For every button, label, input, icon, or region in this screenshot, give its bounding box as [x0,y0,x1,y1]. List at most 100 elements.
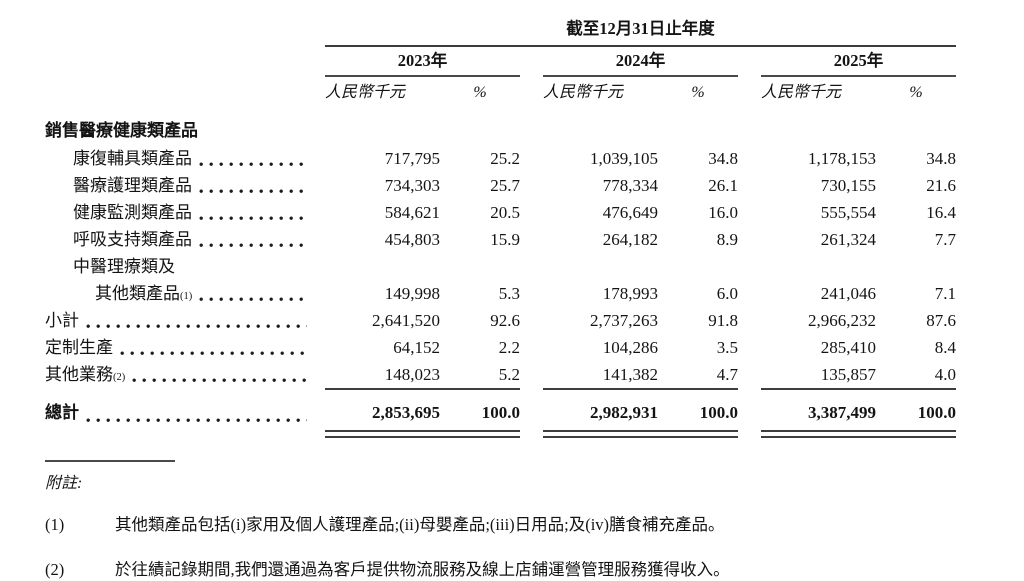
value-cell: 1,039,105 [590,149,658,168]
percent-rule [658,388,738,390]
value-rule [325,430,440,438]
percent-cell: 15.9 [490,230,520,249]
value-cell: 148,023 [384,365,440,384]
column-gap [520,51,543,77]
notes-divider [45,460,175,462]
percent-rule [876,430,956,438]
percent-cell: 6.0 [716,284,738,303]
value-cell: 3,387,499 [808,403,876,422]
percent-cell: 4.0 [934,365,956,384]
percent-cell: 26.1 [708,176,738,195]
value-cell: 2,853,695 [372,403,440,422]
leader-dots [120,351,307,356]
leader-dots [199,189,307,194]
percent-cell: 7.1 [934,284,956,303]
unit-header: 人民幣千元 [325,84,406,101]
header-spacer [45,84,325,102]
section-header-row: 銷售醫療健康類產品 [45,117,1001,145]
value-cell: 2,641,520 [372,311,440,330]
value-cell: 285,410 [820,338,876,357]
financial-table-page: 截至12月31日止年度 2023年 2024年 2025年 人民幣千元 % 人民… [45,19,1001,581]
percent-header: % [691,84,705,101]
note-item: (2) 於往績記錄期間,我們還通過為客戶提供物流服務及線上店鋪運營管理服務獲得收… [45,559,1001,581]
value-rule [325,388,440,390]
total-row: 總計 2,853,695 100.0 2,982,931 100.0 3,387,499 1… [45,397,1001,428]
percent-cell: 91.8 [708,311,738,330]
percent-cell: 5.2 [498,365,520,384]
note-text: 其他類產品包括(i)家用及個人護理產品;(ii)母嬰產品;(iii)日用品;及(… [115,515,725,534]
percent-cell: 20.5 [490,203,520,222]
value-cell: 730,155 [820,176,876,195]
table-row: 呼吸支持類產品 454,803 15.9 264,182 8.9 261,324 7.7 [45,226,1001,253]
header-spacer [45,19,325,47]
percent-cell: 92.6 [490,311,520,330]
value-cell: 584,621 [384,203,440,222]
note-text: 於往績記錄期間,我們還通過為客戶提供物流服務及線上店鋪運營管理服務獲得收入。 [115,560,730,579]
year-header-row: 2023年 2024年 2025年 [45,51,1001,77]
column-gap [520,84,543,102]
row-label-cell: 健康監測類產品 [45,199,325,226]
leader-dots [86,324,307,329]
value-rule [543,388,658,390]
period-header: 截至12月31日止年度 [325,19,956,47]
column-gap [738,51,761,77]
value-cell: 555,554 [820,203,876,222]
percent-cell: 25.2 [490,149,520,168]
value-cell: 64,152 [393,338,440,357]
percent-rule [440,430,520,438]
percent-cell: 100.0 [699,403,738,422]
value-rule [543,430,658,438]
row-label-cell: 銷售醫療健康類產品 [45,117,956,145]
percent-cell: 16.4 [926,203,956,222]
value-cell: 241,046 [820,284,876,303]
value-cell: 141,382 [602,365,658,384]
value-cell: 1,178,153 [808,149,876,168]
value-cell: 104,286 [602,338,658,357]
year-header-2025: 2025年 [761,51,956,77]
note-number: (1) [45,515,65,534]
percent-cell: 100.0 [917,403,956,422]
leader-dots [86,418,307,423]
row-label-cell: 康復輔具類產品 [45,145,325,172]
percent-cell: 8.9 [716,230,738,249]
total-double-rule-row [45,430,1001,443]
row-label: 健康監測類產品 [73,203,192,222]
percent-cell: 7.7 [934,230,956,249]
value-cell: 2,982,931 [590,403,658,422]
note-number: (2) [45,560,65,579]
value-cell: 778,334 [602,176,658,195]
leader-dots [132,378,307,383]
subtotal-rule-row [45,388,1001,397]
table-row: 其他類產品 (1) 149,998 5.3 178,993 6.0 241,046 7.1 [45,280,1001,307]
value-cell: 135,857 [820,365,876,384]
leader-dots [199,243,307,248]
year-header-2024: 2024年 [543,51,738,77]
leader-dots [199,162,307,167]
row-label-cell: 醫療護理類產品 [45,172,325,199]
percent-header: % [473,84,487,101]
row-label: 總計 [45,403,79,422]
percent-cell: 21.6 [926,176,956,195]
unit-header: 人民幣千元 [761,84,842,101]
value-cell: 178,993 [602,284,658,303]
percent-rule [658,430,738,438]
value-cell: 717,795 [384,149,440,168]
row-label: 中醫理療類及 [73,257,175,276]
row-label: 康復輔具類產品 [73,149,192,168]
percent-cell: 34.8 [708,149,738,168]
notes-label: 附註: [45,475,83,492]
row-label-cell: 其他類產品 (1) [45,280,325,307]
percent-cell: 4.7 [716,365,738,384]
value-cell: 264,182 [602,230,658,249]
table-row: 康復輔具類產品 717,795 25.2 1,039,105 34.8 1,178,153… [45,145,1001,172]
row-label: 小計 [45,311,79,330]
percent-cell: 100.0 [481,403,520,422]
row-label-cell: 中醫理療類及 [45,253,325,280]
table-row: 定制生產 64,152 2.2 104,286 3.5 285,410 8.4 [45,334,1001,361]
row-label-cell: 定制生產 [45,334,325,361]
percent-rule [876,388,956,390]
row-label-cell: 呼吸支持類產品 [45,226,325,253]
row-label-cell: 其他業務 (2) [45,361,325,388]
period-header-row: 截至12月31日止年度 [45,19,1001,47]
percent-rule [440,388,520,390]
